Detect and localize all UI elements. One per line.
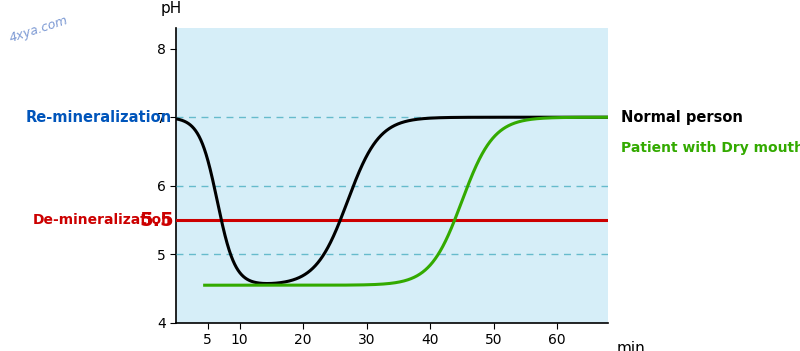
Text: min: min (617, 340, 646, 351)
Text: Re-mineralization: Re-mineralization (26, 110, 172, 125)
Text: 5.5: 5.5 (139, 211, 174, 230)
Text: Patient with Dry mouth: Patient with Dry mouth (621, 141, 800, 155)
Text: De-mineralization: De-mineralization (33, 213, 172, 227)
Text: pH: pH (161, 1, 182, 16)
Text: 4xya.com: 4xya.com (8, 14, 70, 45)
Text: Normal person: Normal person (621, 110, 743, 125)
